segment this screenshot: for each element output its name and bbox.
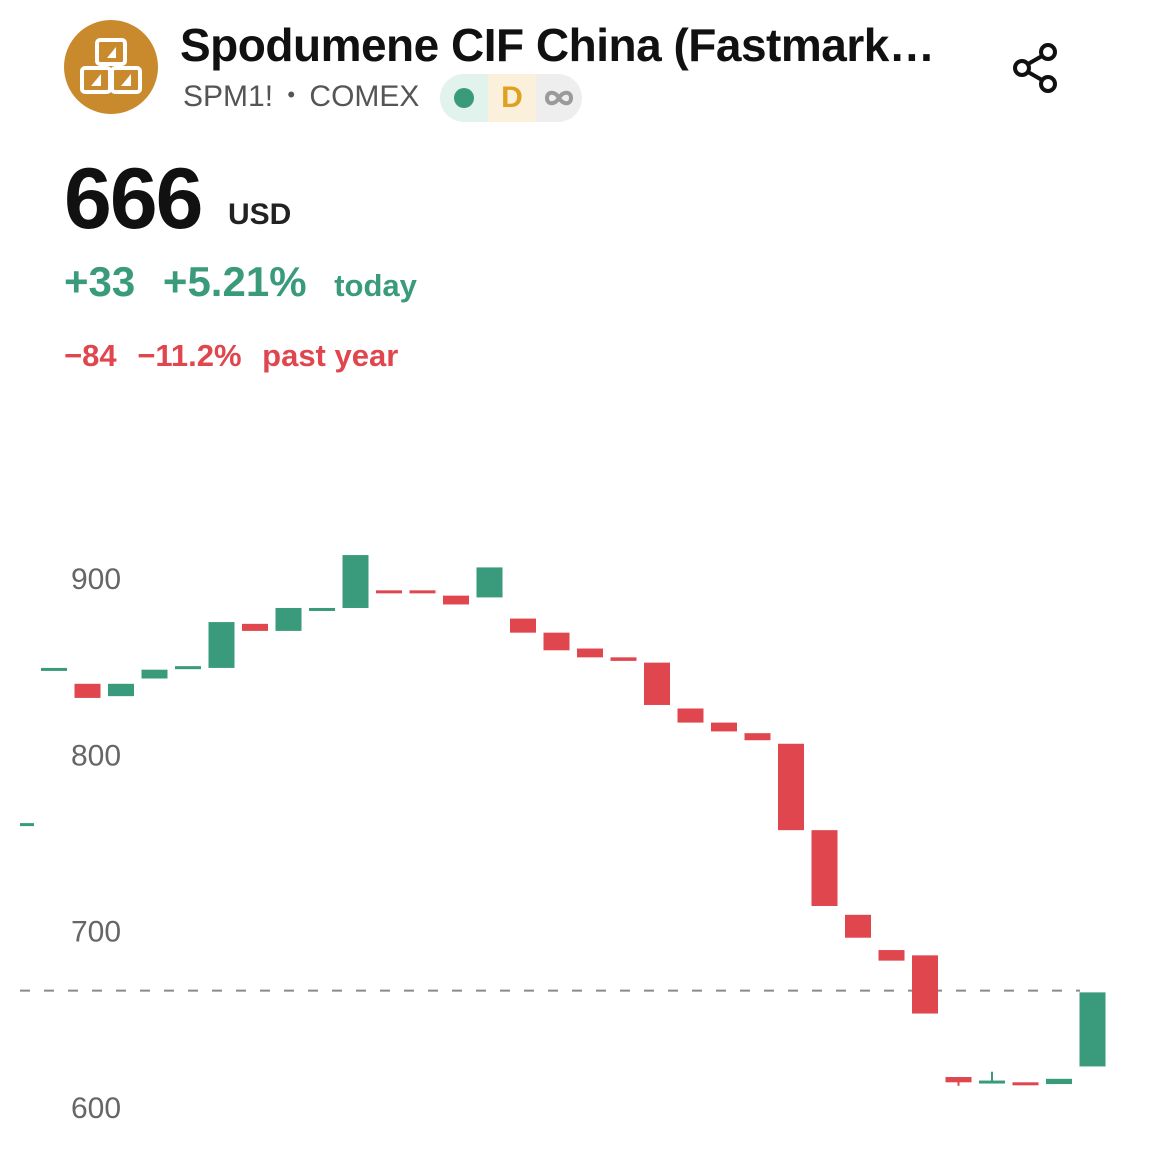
candle-body (979, 1080, 1005, 1084)
candle-down[interactable] (878, 950, 905, 961)
candle-body (711, 722, 737, 732)
candle-up[interactable] (208, 622, 235, 668)
candle-body (878, 950, 905, 961)
candle-up[interactable] (20, 823, 34, 827)
y-tick-label: 700 (71, 916, 121, 949)
candle-body (409, 590, 436, 594)
candle-down[interactable] (912, 955, 938, 1014)
candle-down[interactable] (811, 830, 838, 906)
candle-down[interactable] (644, 662, 670, 705)
candle-body (845, 914, 871, 938)
exchange-label: COMEX (309, 80, 420, 113)
yearly-change-abs: −84 (64, 338, 117, 373)
candle-down[interactable] (610, 657, 637, 661)
candle-up[interactable] (476, 567, 503, 598)
candle-body (108, 683, 134, 697)
candle-body (811, 830, 838, 906)
candle-body (1012, 1082, 1039, 1086)
candle-down[interactable] (443, 595, 469, 605)
price-chart[interactable]: 900 800 700 600 (0, 400, 1150, 1160)
currency-label: USD (228, 198, 292, 231)
candle-down[interactable] (510, 618, 536, 633)
candle-body (20, 823, 34, 827)
candle-body (510, 618, 536, 633)
status-badges[interactable]: D (440, 74, 582, 122)
candle-body (677, 708, 704, 723)
candle-body (476, 567, 503, 598)
instrument-title: Spodumene CIF China (Fastmark… (180, 19, 935, 71)
candle-up[interactable] (175, 666, 201, 670)
candle-body (610, 657, 637, 661)
candle-up[interactable] (342, 555, 369, 608)
candle-body (778, 743, 804, 831)
market-status-badge[interactable] (440, 74, 488, 122)
candle-body (644, 662, 670, 705)
candle-body (744, 733, 771, 741)
delayed-data-badge[interactable]: D (488, 74, 536, 122)
candle-down[interactable] (711, 722, 737, 732)
candle-up[interactable] (275, 607, 302, 631)
candle-up[interactable] (1046, 1078, 1072, 1085)
candle-up[interactable] (309, 607, 335, 611)
candle-body (443, 595, 469, 605)
candle-down[interactable] (376, 590, 402, 594)
candle-down[interactable] (744, 733, 771, 741)
candle-down[interactable] (577, 648, 603, 658)
last-price: 666 (64, 151, 203, 247)
candle-down[interactable] (543, 632, 570, 651)
share-icon (1013, 43, 1057, 93)
share-button[interactable] (1008, 40, 1064, 96)
market-status-dot-icon (454, 88, 474, 108)
instrument-subtitle: SPM1! • COMEX (183, 80, 419, 114)
candle-down[interactable] (677, 708, 704, 723)
candle-body (309, 607, 335, 611)
yearly-change: −84 −11.2% past year (64, 338, 398, 374)
daily-change-pct: +5.21% (162, 258, 307, 305)
candle-down[interactable] (242, 623, 268, 631)
candle-down[interactable] (74, 683, 101, 698)
candle-body (74, 683, 101, 698)
daily-change-label: today (334, 268, 417, 303)
candle-body (242, 623, 268, 631)
infinity-badge[interactable] (536, 74, 582, 122)
candle-body (376, 590, 402, 594)
candle-up[interactable] (108, 683, 134, 697)
candle-body (543, 632, 570, 651)
yearly-change-label: past year (262, 338, 399, 373)
gold-bars-icon (64, 20, 158, 114)
candle-body (275, 607, 302, 631)
candle-body (208, 622, 235, 668)
daily-change: +33 +5.21% today (64, 258, 417, 306)
candle-body (342, 555, 369, 608)
candle-down[interactable] (1012, 1082, 1039, 1086)
candle-up[interactable] (979, 1071, 1005, 1084)
candle-down[interactable] (778, 743, 804, 831)
separator-dot: • (287, 82, 296, 107)
candle-body (945, 1077, 972, 1083)
candle-up[interactable] (41, 667, 67, 671)
candle-body (1079, 992, 1106, 1067)
candle-down[interactable] (845, 914, 871, 938)
y-tick-label: 600 (71, 1092, 121, 1125)
candle-up[interactable] (141, 669, 168, 679)
candle-body (175, 666, 201, 670)
candle-body (1046, 1078, 1072, 1085)
candle-down[interactable] (409, 590, 436, 594)
y-tick-label: 800 (71, 739, 121, 772)
symbol-label: SPM1! (183, 80, 274, 113)
y-tick-label: 900 (71, 563, 121, 596)
daily-change-abs: +33 (64, 258, 136, 305)
candle-body (141, 669, 168, 679)
candle-body (577, 648, 603, 658)
candle-body (912, 955, 938, 1014)
yearly-change-pct: −11.2% (137, 338, 242, 373)
candle-body (41, 667, 67, 671)
candle-up[interactable] (1079, 992, 1106, 1067)
infinity-icon (544, 90, 574, 106)
candle-down[interactable] (945, 1077, 972, 1086)
